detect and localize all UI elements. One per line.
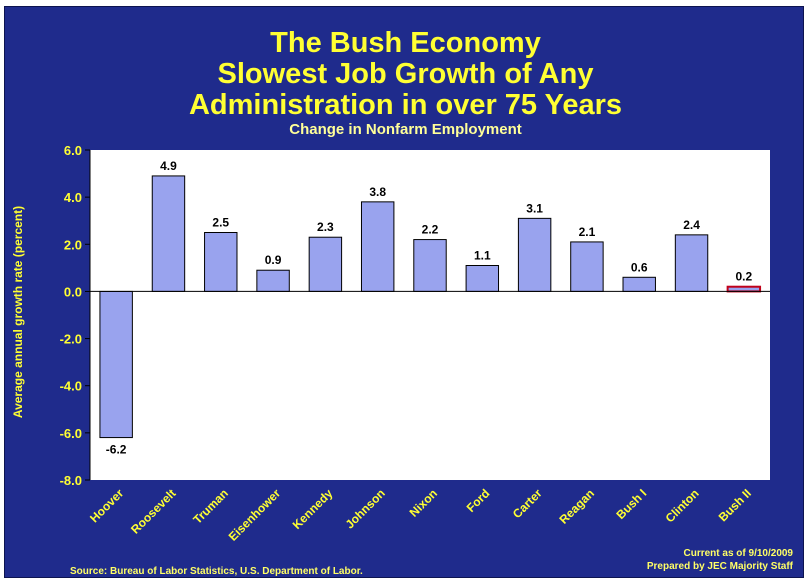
- bar-bush-i: [622, 276, 656, 292]
- y-tick-label: 4.0: [64, 190, 82, 205]
- data-label: 2.4: [683, 218, 700, 232]
- y-tick-label: 0.0: [64, 284, 82, 299]
- category-label: Bush I: [614, 486, 650, 522]
- data-label: 0.2: [736, 270, 753, 284]
- data-label: 3.8: [369, 185, 386, 199]
- source-note: Source: Bureau of Labor Statistics, U.S.…: [70, 566, 363, 577]
- bar-ford: [465, 265, 500, 292]
- category-label: Kennedy: [290, 486, 336, 532]
- bar-kennedy: [308, 236, 343, 292]
- category-label: Carter: [510, 486, 545, 521]
- bar-johnson: [360, 201, 395, 292]
- category-label: Roosevelt: [128, 486, 178, 536]
- chart-title-line-1: The Bush Economy: [270, 27, 541, 59]
- category-label: Hoover: [87, 486, 126, 525]
- current-as-of-note: Current as of 9/10/2009: [683, 548, 794, 559]
- chart-subtitle: Change in Nonfarm Employment: [289, 121, 522, 138]
- category-label: Eisenhower: [226, 486, 284, 544]
- category-label: Johnson: [343, 486, 388, 531]
- data-label: 0.6: [631, 260, 648, 274]
- chart-title-line-3: Administration in over 75 Years: [188, 89, 623, 121]
- bar-nixon: [413, 239, 447, 292]
- data-label: 2.2: [422, 223, 439, 237]
- category-label: Reagan: [556, 486, 597, 527]
- data-label: 3.1: [526, 201, 543, 215]
- y-tick-label: -4.0: [60, 379, 82, 394]
- data-label: 1.1: [474, 249, 491, 263]
- data-label: -6.2: [106, 443, 127, 457]
- y-tick-label: 2.0: [64, 237, 82, 252]
- y-tick-label: -8.0: [60, 473, 82, 488]
- category-label: Bush II: [716, 486, 754, 524]
- data-label: 2.3: [317, 220, 334, 234]
- chart-title-line-2: Slowest Job Growth of Any: [217, 58, 594, 90]
- category-label: Clinton: [663, 486, 702, 525]
- bar-hoover: [99, 290, 133, 439]
- y-tick-label: -6.0: [60, 426, 82, 441]
- category-label: Truman: [190, 486, 231, 527]
- data-label: 0.9: [265, 253, 282, 267]
- data-label: 2.5: [212, 216, 229, 230]
- bar-bush-ii: [726, 285, 762, 293]
- bar-truman: [204, 232, 238, 292]
- bar-reagan: [570, 241, 604, 292]
- bar-clinton: [674, 234, 709, 292]
- plot-area: [90, 150, 770, 480]
- bar-eisenhower: [256, 269, 290, 292]
- data-label: 2.1: [579, 225, 596, 239]
- bar-carter: [517, 217, 552, 292]
- category-label: Nixon: [407, 486, 440, 519]
- bar-roosevelt: [151, 175, 186, 292]
- y-tick-label: 6.0: [64, 143, 82, 158]
- category-label: Ford: [464, 486, 493, 515]
- prepared-by-note: Prepared by JEC Majority Staff: [646, 561, 793, 572]
- y-axis-label: Average annual growth rate (percent): [11, 206, 25, 418]
- data-label: 4.9: [160, 159, 177, 173]
- y-tick-label: -2.0: [60, 332, 82, 347]
